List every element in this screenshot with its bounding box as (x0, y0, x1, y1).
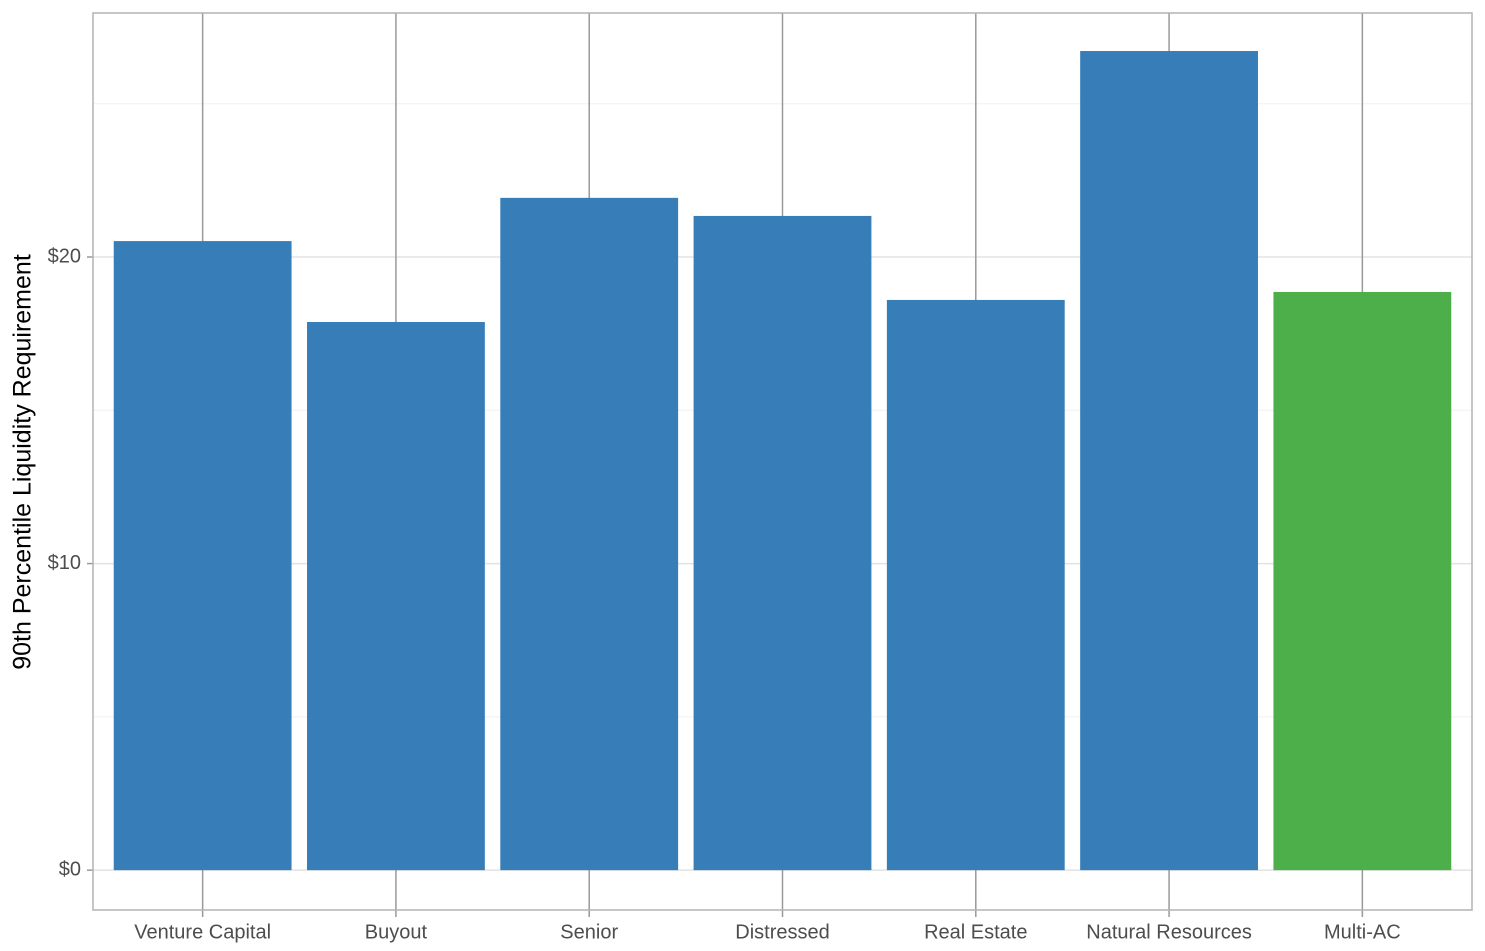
bar (886, 299, 1065, 871)
bar (113, 241, 292, 871)
x-tick-label: Natural Resources (1086, 921, 1252, 943)
bar (307, 322, 485, 871)
x-tick-label: Distressed (735, 921, 829, 943)
y-tick-label: $10 (48, 552, 81, 574)
bar (1273, 291, 1452, 871)
bar (500, 197, 679, 871)
y-axis-label: 90th Percentile Liquidity Requirement (9, 254, 37, 670)
panel-border (92, 12, 1473, 911)
bar (693, 215, 872, 871)
x-tick-label: Buyout (365, 921, 428, 943)
x-tick-label: Real Estate (924, 921, 1027, 943)
x-tick-label: Venture Capital (134, 921, 271, 943)
y-tick-label: $0 (59, 858, 81, 880)
x-tick-label: Senior (560, 921, 618, 943)
bar (1080, 51, 1258, 871)
x-tick-label: Multi-AC (1324, 921, 1401, 943)
y-tick-label: $20 (48, 245, 81, 267)
